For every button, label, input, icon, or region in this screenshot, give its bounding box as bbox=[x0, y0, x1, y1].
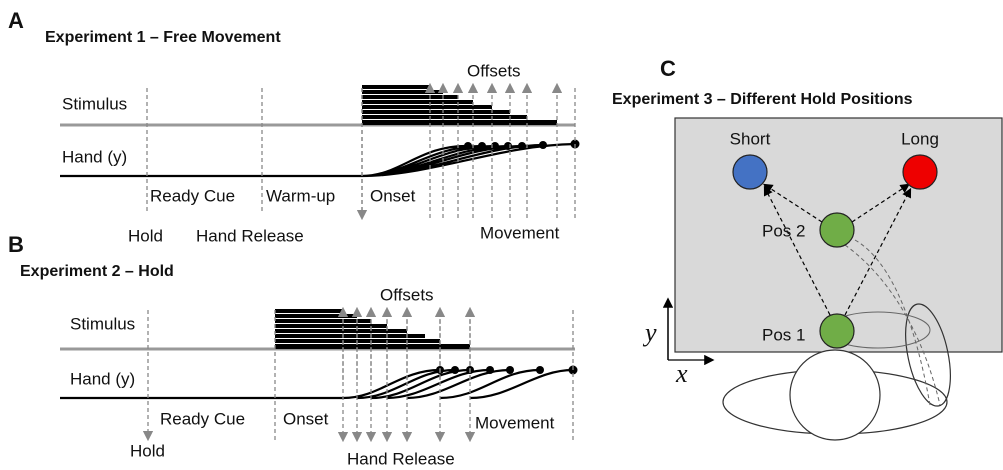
panel-c: C Experiment 3 – Different Hold Position… bbox=[612, 56, 1003, 441]
panel-letter: B bbox=[8, 232, 24, 257]
label: Stimulus bbox=[70, 314, 135, 333]
axis-label: x bbox=[675, 359, 688, 388]
label: Ready Cue bbox=[150, 186, 235, 205]
label: Hold bbox=[130, 441, 165, 460]
panel-title: Experiment 3 – Different Hold Positions bbox=[612, 91, 913, 108]
label: Offsets bbox=[467, 61, 521, 80]
label: Movement bbox=[475, 413, 555, 432]
label: Hand (y) bbox=[62, 147, 127, 166]
label: Hold bbox=[128, 226, 163, 245]
panel-b: B Experiment 2 – Hold Offsets Stimulus H… bbox=[8, 232, 578, 468]
panel-letter: A bbox=[8, 8, 24, 33]
label: Long bbox=[901, 129, 939, 148]
label: Warm-up bbox=[266, 186, 335, 205]
label: Movement bbox=[480, 223, 560, 242]
label: Ready Cue bbox=[160, 409, 245, 428]
label: Hand Release bbox=[196, 226, 304, 245]
label: Stimulus bbox=[62, 94, 127, 113]
label: Pos 1 bbox=[762, 325, 805, 344]
panel-a: A Experiment 1 – Free Movement Offsets S… bbox=[8, 8, 580, 245]
label: Hand (y) bbox=[70, 369, 135, 388]
panel-title: Experiment 1 – Free Movement bbox=[45, 29, 281, 46]
label: Short bbox=[730, 129, 771, 148]
label: Onset bbox=[370, 186, 416, 205]
label: Pos 2 bbox=[762, 221, 805, 240]
label: Onset bbox=[283, 409, 329, 428]
label: Hand Release bbox=[347, 449, 455, 468]
label: Offsets bbox=[380, 285, 434, 304]
panel-letter: C bbox=[660, 56, 676, 81]
axis-label: y bbox=[642, 318, 657, 347]
panel-title: Experiment 2 – Hold bbox=[20, 263, 174, 280]
